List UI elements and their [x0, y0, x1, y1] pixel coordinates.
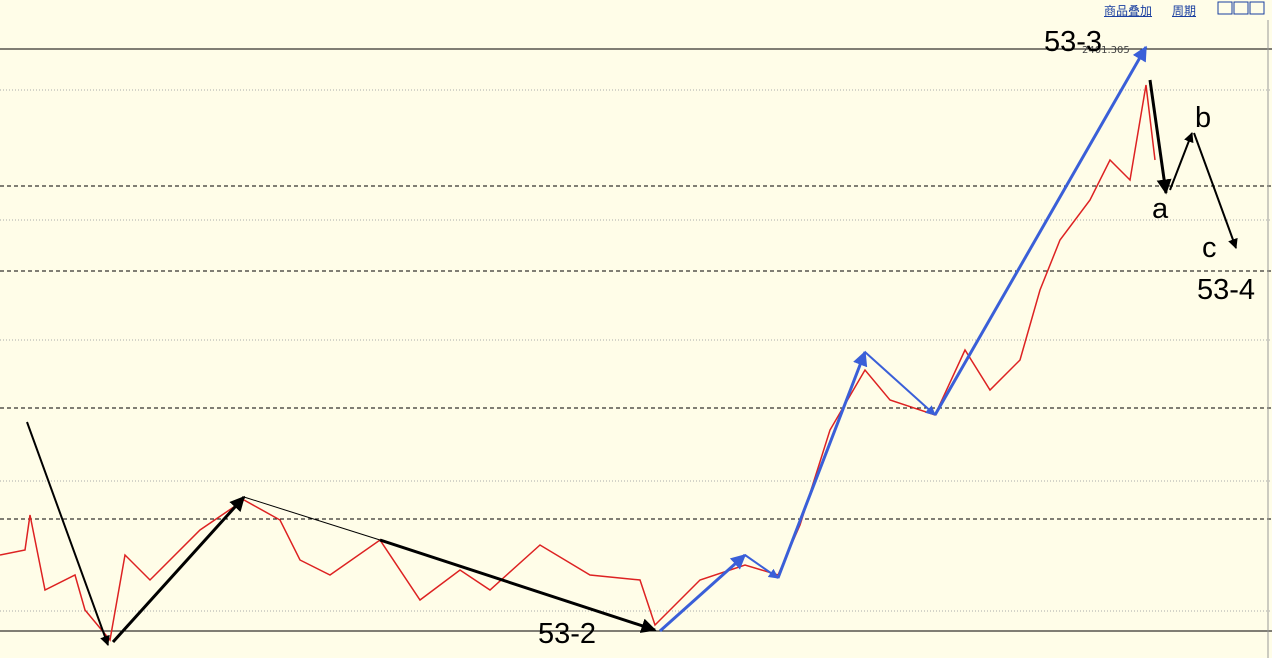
wave-label: 53-2	[538, 618, 596, 650]
wave-label: 53-4	[1197, 274, 1255, 306]
wave-label: a	[1152, 193, 1169, 225]
wave-lines	[26, 45, 1238, 646]
price-line	[0, 84, 1156, 642]
grid	[0, 20, 1272, 658]
wave-label: b	[1195, 102, 1211, 134]
high-label: 2401.305	[1082, 45, 1130, 56]
period-button[interactable]: 周期	[1172, 4, 1197, 18]
overlay-button[interactable]: 商品叠加	[1104, 4, 1153, 18]
toolbar-icons[interactable]	[1217, 1, 1265, 15]
wave-label: 53-3	[1044, 26, 1102, 58]
wave-label: c	[1202, 232, 1217, 264]
